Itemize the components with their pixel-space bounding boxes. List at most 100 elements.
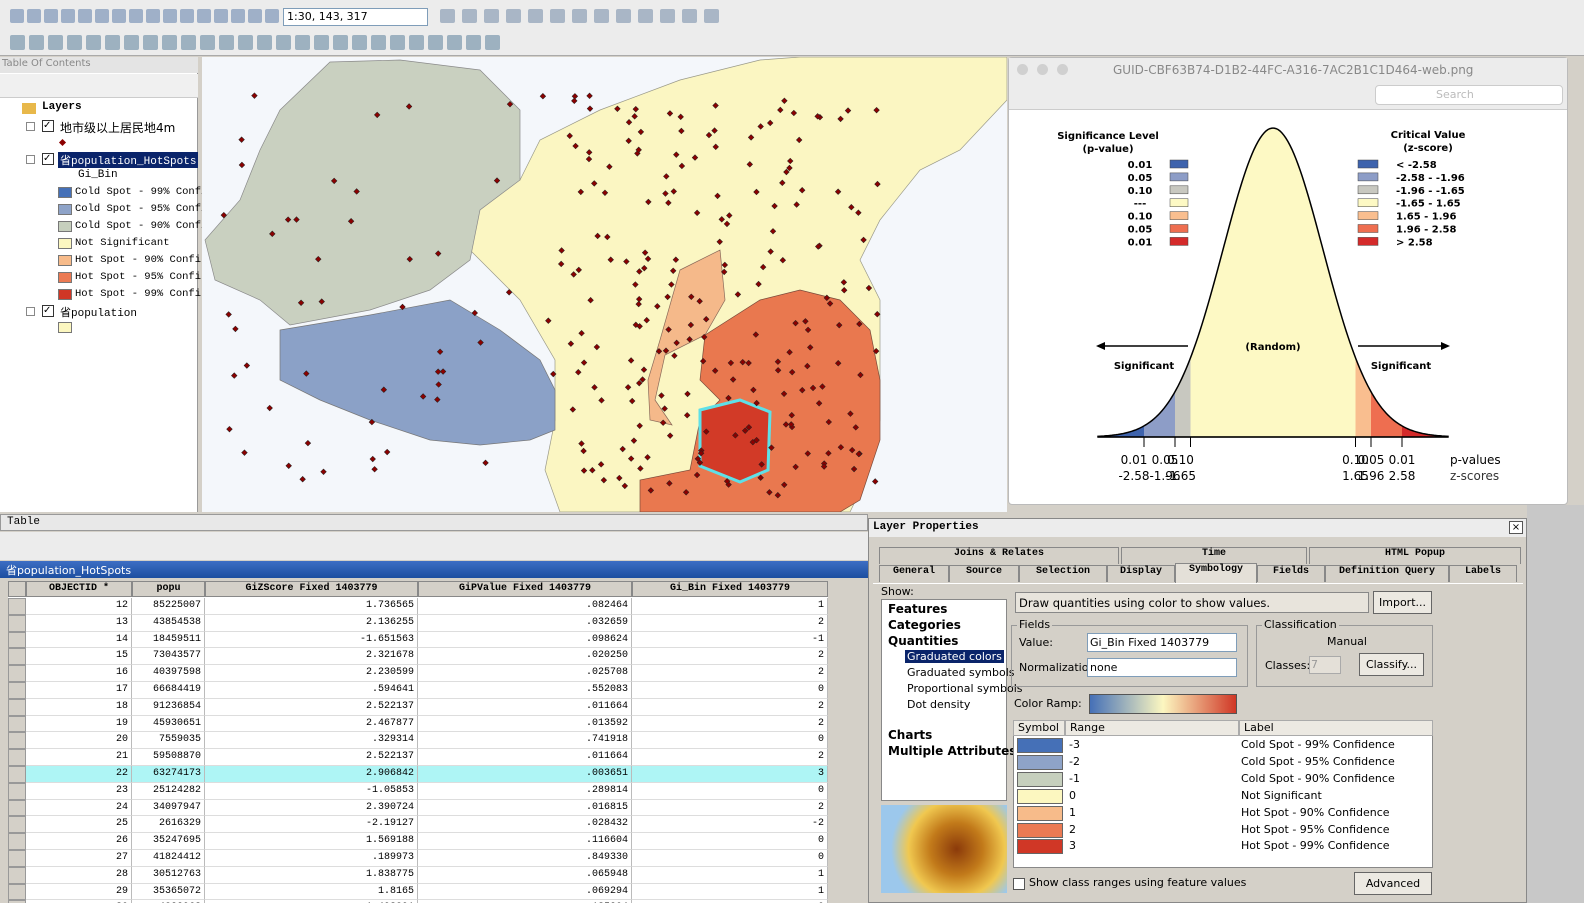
tab[interactable]: Display — [1107, 565, 1175, 582]
tool-button[interactable] — [333, 35, 348, 50]
table-cell[interactable]: 2.522137 — [205, 698, 418, 716]
tool-button[interactable] — [67, 35, 82, 50]
table-cell[interactable]: 1.736565 — [205, 598, 418, 615]
column-header[interactable]: GiZScore Fixed 1403779 — [205, 581, 418, 597]
tool-button[interactable] — [231, 9, 245, 23]
table-cell[interactable]: .116604 — [418, 833, 632, 850]
table-cell[interactable]: .016815 — [418, 799, 632, 817]
button[interactable]: Import... — [1373, 591, 1432, 614]
expander[interactable] — [26, 155, 35, 164]
tool-button[interactable] — [265, 9, 279, 23]
class-swatch[interactable] — [1017, 754, 1063, 770]
row-selector[interactable] — [8, 682, 26, 699]
class-range[interactable]: -3 — [1069, 738, 1080, 751]
table-cell[interactable]: 85225007 — [132, 598, 205, 615]
map[interactable] — [202, 57, 1007, 512]
table-cell[interactable]: 2 — [632, 715, 828, 733]
toc-item[interactable]: 省population_HotSpots — [58, 152, 199, 168]
table-cell[interactable]: .741918 — [418, 732, 632, 750]
table-cell[interactable]: 24 — [26, 799, 132, 817]
table-cell[interactable]: 66684419 — [132, 682, 205, 699]
table-cell[interactable]: .594641 — [205, 682, 418, 699]
table-cell[interactable]: 1 — [632, 598, 828, 615]
tool-button[interactable] — [257, 35, 272, 50]
tab[interactable]: General — [879, 565, 949, 582]
table-cell[interactable]: .003651 — [418, 766, 632, 783]
class-label[interactable]: Not Significant — [1241, 788, 1322, 802]
table-cell[interactable]: 29 — [26, 883, 132, 901]
show-item[interactable]: Charts — [888, 727, 933, 742]
tool-button[interactable] — [682, 9, 697, 23]
table-cell[interactable]: 20 — [26, 732, 132, 750]
tool-button[interactable] — [48, 35, 63, 50]
tab[interactable]: Source — [949, 565, 1019, 582]
table-cell[interactable]: 2.136255 — [205, 614, 418, 632]
class-range[interactable]: 2 — [1069, 822, 1076, 836]
table-cell[interactable]: 2.467877 — [205, 715, 418, 733]
show-subitem[interactable]: Graduated symbols — [907, 666, 1015, 679]
table-cell[interactable]: 28 — [26, 866, 132, 884]
tool-button[interactable] — [124, 35, 139, 50]
column-header[interactable]: Symbol — [1013, 720, 1065, 736]
tool-button[interactable] — [95, 9, 109, 23]
tool-button[interactable] — [276, 35, 291, 50]
table-cell[interactable]: .849330 — [418, 850, 632, 867]
show-item[interactable]: Multiple Attributes — [888, 743, 1017, 758]
tab[interactable]: Definition Query — [1325, 565, 1449, 582]
toc-item[interactable]: 地市级以上居民地4m — [60, 121, 176, 135]
row-selector[interactable] — [8, 732, 26, 750]
class-range[interactable]: 1 — [1069, 805, 1076, 819]
table-cell[interactable]: 13 — [26, 614, 132, 632]
tool-button[interactable] — [295, 35, 310, 50]
tool-button[interactable] — [428, 35, 443, 50]
table-cell[interactable]: 41824412 — [132, 850, 205, 867]
toc-item[interactable]: 省population — [60, 308, 138, 320]
color-ramp[interactable] — [1089, 694, 1237, 714]
search-box[interactable]: Search — [1375, 85, 1563, 105]
column-header[interactable]: OBJECTID * — [26, 581, 132, 597]
table-cell[interactable]: .032659 — [418, 614, 632, 632]
table-cell[interactable]: 2.906842 — [205, 766, 418, 783]
tool-button[interactable] — [10, 35, 25, 50]
row-selector[interactable] — [8, 614, 26, 632]
tool-button[interactable] — [61, 9, 75, 23]
tool-button[interactable] — [484, 9, 499, 23]
tool-button[interactable] — [86, 35, 101, 50]
row-selector[interactable] — [8, 698, 26, 716]
class-label[interactable]: Cold Spot - 99% Confidence — [1241, 738, 1395, 751]
table-cell[interactable]: .289814 — [418, 782, 632, 800]
table-cell[interactable]: 14 — [26, 631, 132, 649]
table-cell[interactable]: 0 — [632, 732, 828, 750]
tool-button[interactable] — [506, 9, 521, 23]
class-label[interactable]: Hot Spot - 95% Confidence — [1241, 822, 1390, 836]
table-cell[interactable]: 25 — [26, 816, 132, 834]
show-item[interactable]: Features — [888, 602, 948, 616]
table-cell[interactable]: 45930651 — [132, 715, 205, 733]
row-selector[interactable] — [8, 665, 26, 682]
show-subitem[interactable]: Graduated colors — [905, 650, 1004, 663]
table-cell[interactable]: 2 — [632, 698, 828, 716]
row-selector[interactable] — [8, 648, 26, 666]
table-cell[interactable]: 1 — [632, 866, 828, 884]
table-cell[interactable]: -1.651563 — [205, 631, 418, 649]
row-selector[interactable] — [8, 631, 26, 649]
table-cell[interactable]: 2.390724 — [205, 799, 418, 817]
table-cell[interactable]: .028432 — [418, 816, 632, 834]
tab[interactable]: Labels — [1449, 565, 1517, 582]
tool-button[interactable] — [409, 35, 424, 50]
tool-button[interactable] — [550, 9, 565, 23]
row-selector[interactable] — [8, 900, 26, 903]
button[interactable]: Advanced — [1354, 872, 1432, 895]
table-cell[interactable]: 18 — [26, 698, 132, 716]
table-cell[interactable]: 59508870 — [132, 749, 205, 766]
tool-button[interactable] — [197, 9, 211, 23]
table-cell[interactable]: .025708 — [418, 665, 632, 682]
table-cell[interactable]: 1.569188 — [205, 833, 418, 850]
table-cell[interactable]: 63274173 — [132, 766, 205, 783]
table-cell[interactable]: 17 — [26, 682, 132, 699]
class-label[interactable]: Cold Spot - 90% Confidence — [1241, 771, 1395, 785]
table-cell[interactable]: 2 — [632, 648, 828, 666]
table-cell[interactable]: 34097947 — [132, 799, 205, 817]
row-selector[interactable] — [8, 766, 26, 783]
tool-button[interactable] — [219, 35, 234, 50]
